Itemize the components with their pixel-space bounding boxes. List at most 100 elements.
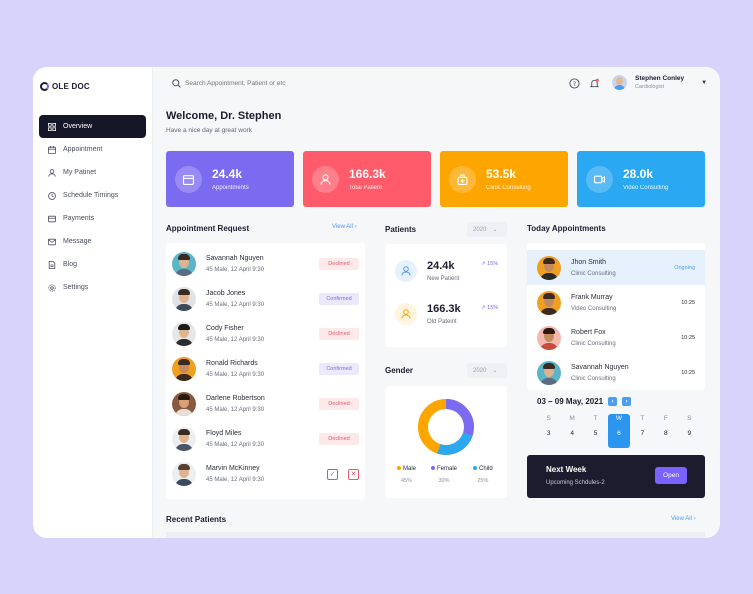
patient-name: Cody Fisher	[206, 325, 244, 332]
avatar	[172, 357, 196, 381]
calendar-date[interactable]: 4	[570, 430, 574, 437]
old-patient-stat: 166.3k Old Pateint	[395, 303, 461, 325]
avatar	[172, 392, 196, 416]
avatar	[537, 290, 561, 315]
sidebar-item-schedule-timings[interactable]: Schedule Timings	[39, 184, 146, 207]
calendar-date[interactable]: 5	[593, 430, 598, 437]
list-item[interactable]: Ronald Richards 45 Male, 12 April 9:30 Co…	[170, 352, 363, 386]
logo[interactable]: OLE DOC	[40, 82, 90, 91]
sidebar-item-appointment[interactable]: Appointment	[39, 138, 146, 161]
consult-type: Clinic Consulting	[571, 375, 616, 382]
clinic-icon	[449, 165, 476, 193]
list-item[interactable]: Jhon Smith Clinic Consulting Ongoing	[527, 250, 705, 285]
accept-button[interactable]: ✓	[327, 468, 338, 480]
calendar-icon	[175, 165, 202, 193]
list-item[interactable]: Jacob Jones 45 Male, 12 April 9:30 Confir…	[170, 282, 363, 316]
user-name: Stephen Conley	[635, 75, 685, 82]
female-dot	[431, 466, 435, 471]
list-item[interactable]: Savannah Nguyen 45 Male, 12 April 9:30 De…	[170, 247, 363, 281]
list-item[interactable]: Marvin McKinney 45 Male, 12 April 9:30 ✓ …	[170, 457, 363, 491]
patient-meta: 45 Male, 12 April 9:30	[206, 442, 265, 448]
patient-name: Ronald Richards	[206, 360, 258, 367]
chevron-down-icon: ⌄	[492, 227, 498, 233]
chevron-right-icon[interactable]: ›	[622, 397, 632, 406]
day-name: M	[569, 415, 575, 422]
consult-type: Clinic Consulting	[571, 340, 616, 347]
recent-patients-view-all-link[interactable]: View All ›	[671, 516, 696, 522]
stat-value: 24.4k	[212, 167, 243, 181]
status-badge: Declined	[319, 433, 359, 445]
sidebar-item-my-patient[interactable]: My Patinet	[39, 161, 146, 184]
patient-name: Robert Fox	[571, 328, 606, 336]
appointment-request-view-all-link[interactable]: View All ›	[332, 224, 357, 230]
gender-card: Male 45% Female 30% Child 25%	[385, 386, 507, 498]
calendar-date[interactable]: 7	[640, 430, 645, 437]
patient-name: Savannah Nguyen	[206, 255, 264, 262]
calendar-date[interactable]: 9	[687, 430, 692, 437]
list-item[interactable]: Cody Fisher 45 Male, 12 April 9:30 Declin…	[170, 317, 363, 351]
notification-bell-icon[interactable]	[589, 78, 600, 89]
list-item[interactable]: Savannah Nguyen Clinic Consulting 10:25	[527, 355, 705, 390]
stat-card-video-consulting[interactable]: 28.0k Video Consulting	[577, 151, 705, 207]
open-button[interactable]: Open	[655, 467, 687, 484]
year-value: 2020	[473, 367, 487, 374]
page-subtitle: Have a nice day at great work	[166, 127, 252, 134]
status-badge: Confirmed	[319, 293, 359, 305]
legend-label: Male	[403, 466, 417, 472]
sidebar-item-payments[interactable]: Payments	[39, 207, 146, 230]
stat-value: 166.3k	[349, 167, 386, 181]
list-item[interactable]: Frank Murray Video Consulting 10:25	[527, 285, 705, 320]
appointment-time: 10:25	[681, 334, 695, 341]
avatar	[537, 325, 561, 350]
legend-pct: 25%	[477, 478, 489, 484]
user-icon	[48, 168, 56, 177]
legend-label: Female	[437, 466, 458, 472]
list-item[interactable]: Robert Fox Clinic Consulting 10:25	[527, 320, 705, 355]
chevron-down-icon[interactable]: ▼	[701, 79, 708, 86]
sidebar-item-label: Schedule Timings	[63, 192, 119, 199]
calendar-date[interactable]: 8	[664, 430, 668, 437]
sidebar-item-message[interactable]: Message	[39, 230, 146, 253]
patients-title: Patients	[385, 225, 417, 234]
sidebar-item-settings[interactable]: Settings	[39, 276, 146, 299]
donut-segment-child	[418, 399, 474, 455]
legend-pct: 45%	[401, 478, 413, 484]
list-item[interactable]: Floyd Miles 45 Male, 12 April 9:30 Declin…	[170, 422, 363, 456]
day-name: S	[687, 415, 692, 422]
sidebar-item-label: Overview	[63, 123, 93, 130]
patients-year-select[interactable]: 2020 ⌄	[467, 222, 507, 237]
logo-icon	[40, 82, 49, 91]
patient-name: Darlene Robertson	[206, 395, 265, 402]
year-value: 2020	[473, 226, 487, 233]
chevron-left-icon[interactable]: ‹	[608, 397, 618, 406]
stat-card-total-patient[interactable]: 166.3k Total Patient	[303, 151, 431, 207]
list-item[interactable]: Darlene Robertson 45 Male, 12 April 9:30 …	[170, 387, 363, 421]
selected-day-highlight	[608, 414, 630, 448]
sidebar-item-overview[interactable]: Overview	[39, 115, 146, 138]
new-patient-stat: 24.4k New Patient	[395, 260, 459, 282]
reject-button[interactable]: ✕	[348, 468, 359, 480]
search-input[interactable]	[185, 80, 325, 87]
donut-segment-female	[418, 399, 474, 455]
gender-year-select[interactable]: 2020 ⌄	[467, 363, 507, 378]
recent-patients-title: Recent Patients	[166, 515, 227, 524]
calendar-date-selected[interactable]: 6	[617, 430, 621, 437]
change-value: 15%	[487, 305, 499, 311]
stat-card-clinic-consulting[interactable]: 53.5k Clinic Consulting	[440, 151, 568, 207]
welcome-block: Welcome, Dr. Stephen Have a nice day at …	[166, 110, 281, 134]
calendar-date[interactable]: 3	[546, 430, 551, 437]
patients-card: 24.4k New Patient ↗ 15% 166.3k Old Pateint…	[385, 244, 507, 347]
user-profile[interactable]: Stephen Conley Cardiologist ▼	[612, 75, 707, 90]
stat-value: 28.0k	[623, 167, 654, 181]
help-icon[interactable]: ?	[569, 78, 580, 89]
sidebar-item-label: Appointment	[63, 146, 103, 153]
sidebar-item-blog[interactable]: Blog	[39, 253, 146, 276]
chevron-right-icon: ›	[354, 224, 357, 230]
view-all-label: View All	[671, 516, 692, 522]
stat-card-appointments[interactable]: 24.4k Appointments	[166, 151, 294, 207]
patient-name: Jhon Smith	[571, 258, 607, 266]
patient-name: Frank Murray	[571, 293, 613, 301]
top-icons: ?	[569, 78, 600, 89]
week-calendar: 03 – 09 May, 2021 ‹ › S M T W T F S 3 4 …	[537, 397, 707, 448]
appointment-request-title: Appointment Request	[166, 224, 250, 233]
